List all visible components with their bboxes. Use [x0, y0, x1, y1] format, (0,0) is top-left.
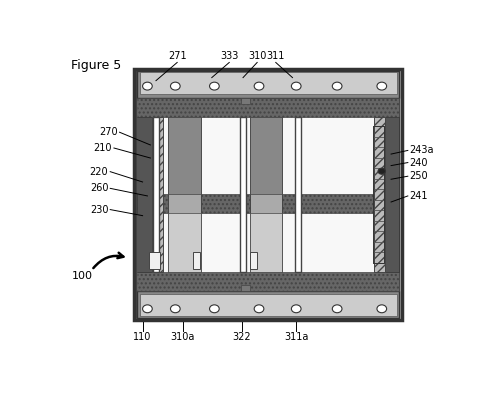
Bar [250, 117, 282, 194]
Text: 230: 230 [90, 204, 108, 215]
Bar [137, 71, 399, 318]
Bar [140, 72, 396, 94]
Text: 110: 110 [133, 333, 152, 342]
Bar [250, 117, 282, 272]
Bar [241, 285, 250, 291]
Text: 311a: 311a [284, 333, 309, 342]
Circle shape [210, 305, 219, 313]
Bar [152, 117, 163, 272]
Bar [240, 117, 246, 272]
Text: 310a: 310a [170, 333, 195, 342]
Bar [140, 294, 396, 316]
Bar [153, 117, 159, 272]
Bar [168, 213, 201, 272]
Circle shape [170, 82, 180, 90]
Bar [251, 252, 257, 269]
Text: 241: 241 [410, 191, 428, 201]
Bar [137, 194, 399, 213]
Bar [137, 272, 399, 291]
Text: 270: 270 [99, 127, 118, 137]
Bar [374, 117, 385, 272]
Text: 240: 240 [410, 158, 428, 167]
Text: 260: 260 [90, 183, 108, 193]
Circle shape [170, 305, 180, 313]
Circle shape [143, 305, 152, 313]
Bar [137, 291, 399, 318]
Circle shape [332, 82, 342, 90]
Bar [373, 126, 384, 263]
Text: 322: 322 [232, 333, 251, 342]
Text: 210: 210 [94, 143, 112, 153]
Text: 100: 100 [72, 271, 93, 281]
Text: 311: 311 [266, 51, 285, 61]
Circle shape [143, 82, 152, 90]
Text: 310: 310 [248, 51, 266, 61]
Circle shape [378, 168, 385, 174]
Circle shape [291, 82, 301, 90]
Circle shape [377, 305, 386, 313]
Bar [168, 117, 201, 194]
Bar [168, 117, 201, 272]
Bar [137, 117, 152, 272]
Text: 243a: 243a [410, 145, 434, 155]
Text: 250: 250 [410, 171, 428, 181]
Text: 220: 220 [90, 167, 108, 177]
Bar [137, 98, 399, 291]
Bar [137, 71, 399, 98]
Text: 271: 271 [168, 51, 187, 61]
Bar [385, 117, 399, 272]
Circle shape [377, 82, 386, 90]
Bar [250, 213, 282, 272]
Circle shape [254, 305, 264, 313]
Circle shape [254, 82, 264, 90]
Bar [193, 252, 200, 269]
Circle shape [291, 305, 301, 313]
Text: 333: 333 [220, 51, 239, 61]
Bar [137, 98, 399, 117]
Text: Figure 5: Figure 5 [71, 59, 121, 72]
Bar [148, 252, 160, 269]
Bar [295, 117, 301, 272]
Bar [241, 98, 250, 104]
Bar [134, 69, 402, 320]
Circle shape [210, 82, 219, 90]
Circle shape [332, 305, 342, 313]
